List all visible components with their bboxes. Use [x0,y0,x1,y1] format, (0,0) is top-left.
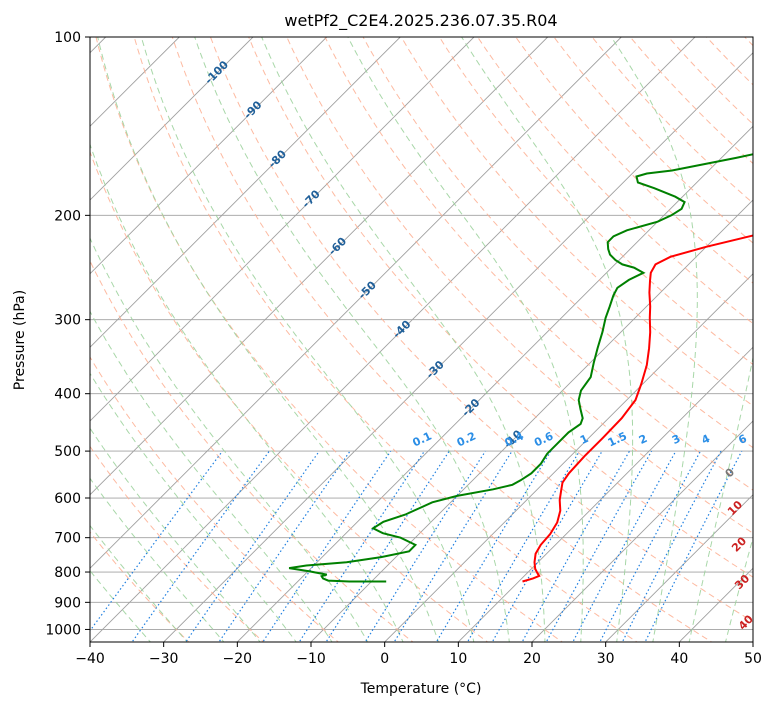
moist-adiabat-line [724,536,753,642]
y-tick-label: 100 [54,30,81,46]
isotherm-line [90,37,254,201]
x-tick-label: 10 [449,651,467,667]
mixing-ratio-line [218,450,351,642]
isotherm-line [90,37,622,569]
plot-frame [89,36,754,643]
dry-adiabat-line [209,37,753,623]
moist-adiabat-line [90,569,152,642]
mixing-ratio-line [393,450,513,642]
dry-adiabat-line [515,37,753,284]
mixing-ratio-line [185,450,320,642]
y-tick-label: 200 [54,208,81,224]
isotherm-line [90,37,696,642]
mixing-ratio-line [262,450,392,642]
x-tick-label: 20 [523,651,541,667]
isotherm-line [605,494,753,642]
moist-adiabat-line [90,372,297,642]
dry-adiabat-line [90,356,340,642]
moist-adiabat-line [140,37,475,642]
dry-adiabat-line [133,37,638,642]
y-axis-label: Pressure (hPa) [12,290,28,390]
y-tick-label: 900 [54,595,81,611]
isotherm-line [531,420,753,642]
x-tick-label: 50 [744,651,762,667]
moist-adiabats [90,37,753,642]
moist-adiabat-line [90,142,404,642]
y-tick-label: 700 [54,531,81,547]
mixing-ratio-line [621,450,722,642]
isotherm-line [457,346,753,642]
x-tick-label: −40 [75,651,105,667]
isotherm-line [236,125,753,642]
x-axis-label: Temperature (°C) [360,681,482,697]
moist-adiabat-line [90,427,261,642]
x-tick-label: 30 [597,651,615,667]
moist-adiabat-line [261,37,546,642]
mixing-ratio-line [572,450,677,642]
isotherm-line [90,37,549,496]
moist-adiabat-line [97,37,439,642]
moist-adiabat-line [90,236,369,642]
moist-adiabat-line [688,355,753,642]
dewpoint-line [288,153,753,583]
isotherm-line [384,273,753,642]
pressure-grid [90,37,753,630]
isotherm-line [90,37,475,422]
mixing-ratio-line [90,450,223,632]
x-tick-label: −10 [296,651,326,667]
y-tick-label: 600 [54,491,81,507]
x-tick-label: −20 [223,651,253,667]
x-axis: −40 −30 −20 −10 0 10 20 30 40 50 [75,642,762,667]
mixing-ratio-line [466,450,580,642]
moist-adiabat-line [461,37,634,642]
isotherm-line [310,199,753,642]
dry-adiabat-line [90,150,489,642]
y-tick-label: 400 [54,387,81,403]
y-tick-label: 500 [54,444,81,460]
sounding-series [288,153,753,583]
dry-adiabat-line [90,259,414,642]
moist-adiabat-line [194,37,510,642]
x-tick-label: 0 [380,651,389,667]
moist-adiabat-line [610,37,698,642]
isotherm-line [90,37,401,348]
mixing-ratio-line [599,450,702,642]
chart-title: wetPf2_C2E4.2025.236.07.35.R04 [284,11,557,31]
mixing-ratio-line [131,450,270,642]
temperature-line [522,234,753,583]
moist-adiabat-line [90,310,333,642]
moist-adiabat-line [90,477,225,642]
moist-adiabat-line [347,37,584,642]
moist-adiabat-line [90,524,188,642]
x-tick-label: 40 [670,651,688,667]
dry-adiabat-line [90,445,265,642]
isotherm-line [90,37,328,275]
mixing-ratio-line [298,450,425,642]
y-axis: 100 200 300 400 500 600 700 800 900 1000 [45,30,90,638]
x-tick-label: −30 [149,651,179,667]
mixing-ratio-line [325,450,450,642]
y-tick-label: 1000 [45,622,81,638]
y-tick-label: 800 [54,565,81,581]
y-tick-label: 300 [54,313,81,329]
